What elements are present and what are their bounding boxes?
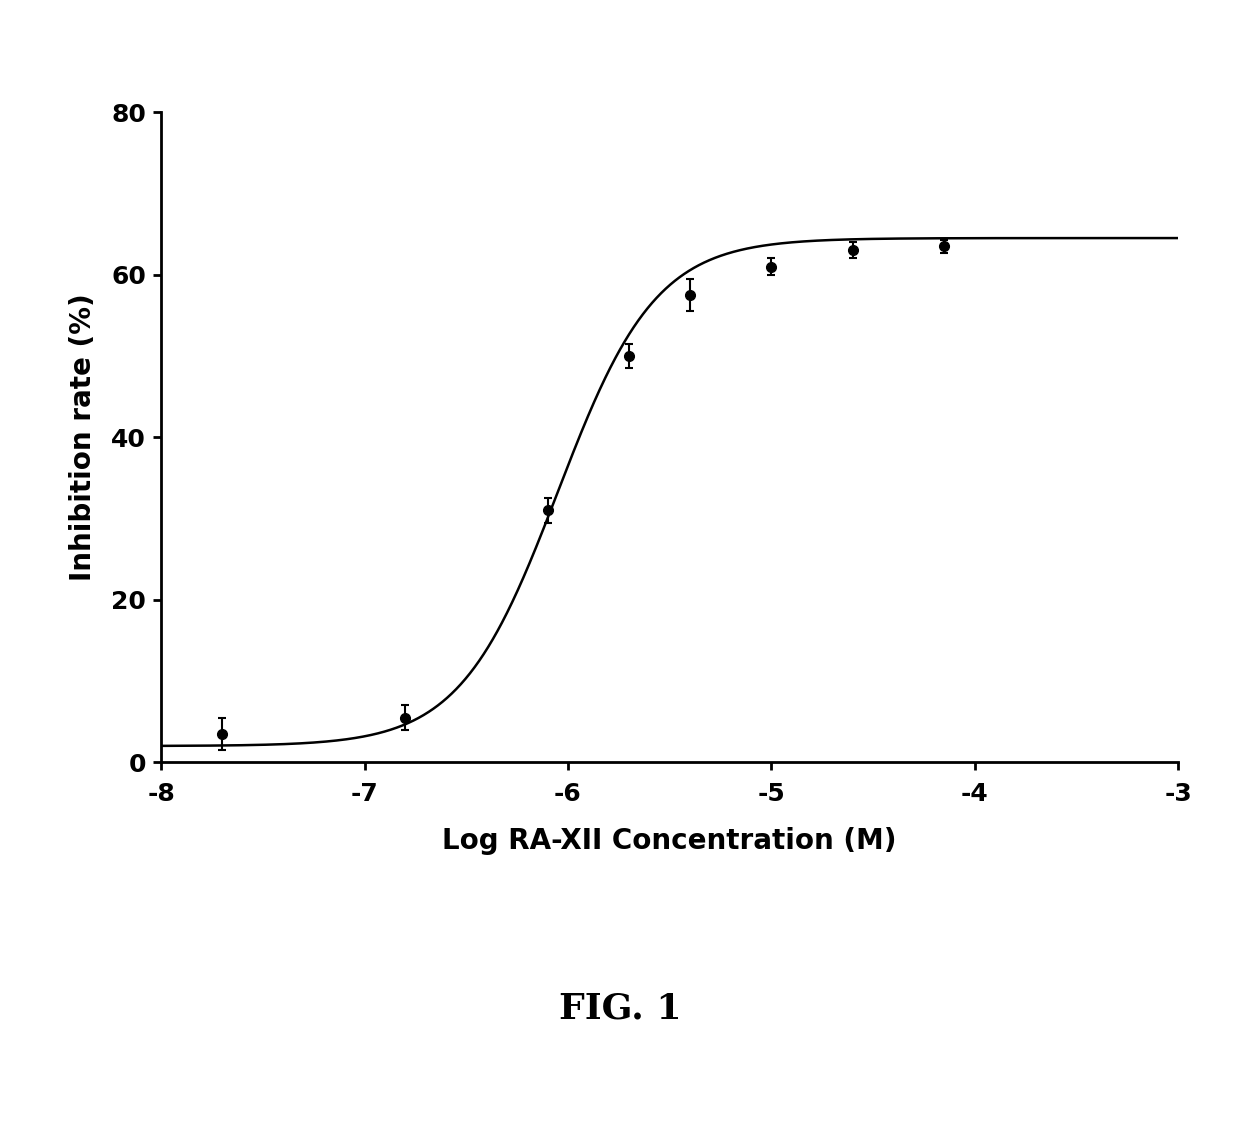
- Text: FIG. 1: FIG. 1: [559, 992, 681, 1026]
- X-axis label: Log RA-XII Concentration (M): Log RA-XII Concentration (M): [443, 826, 897, 854]
- Y-axis label: Inhibition rate (%): Inhibition rate (%): [69, 294, 97, 581]
